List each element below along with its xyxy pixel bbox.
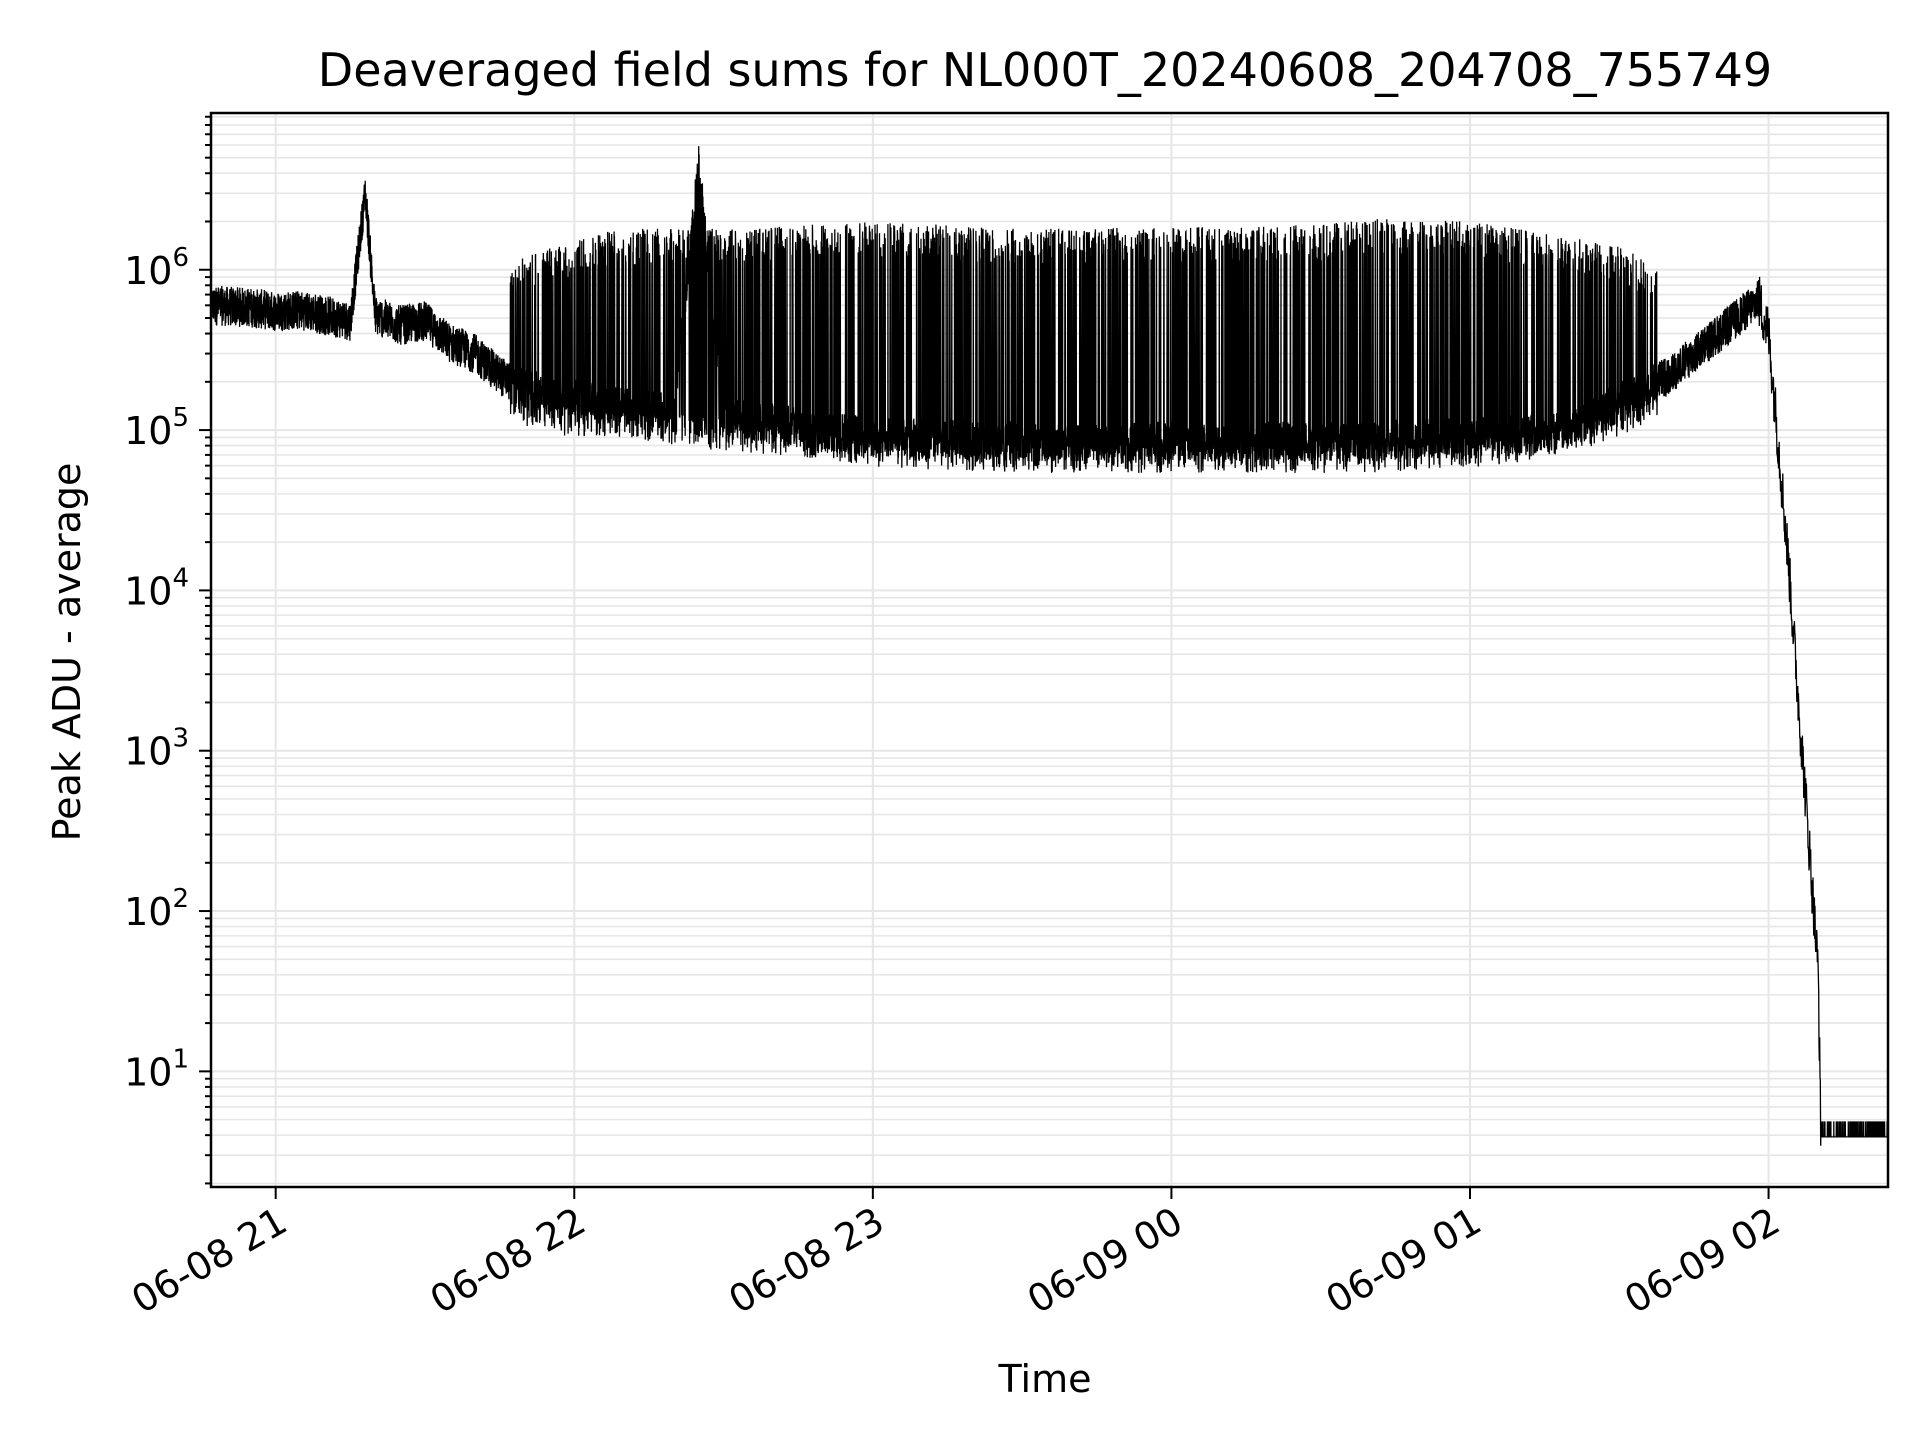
x-axis-label: Time <box>998 1357 1092 1401</box>
y-tick-label: 101 <box>124 1044 189 1094</box>
y-tick-label: 106 <box>124 243 189 293</box>
y-tick-label: 102 <box>124 884 189 934</box>
data-layer <box>210 146 1889 1146</box>
axes-frame <box>209 111 1890 1189</box>
y-tick-label: 103 <box>124 724 189 774</box>
y-tick-label: 105 <box>124 403 189 453</box>
grid-lines <box>211 113 1888 1187</box>
y-tick-label: 104 <box>124 563 189 613</box>
chart-title: Deaveraged field sums for NL000T_2024060… <box>318 43 1772 97</box>
series-line <box>210 146 1889 1146</box>
y-axis-label: Peak ADU - average <box>45 463 89 842</box>
